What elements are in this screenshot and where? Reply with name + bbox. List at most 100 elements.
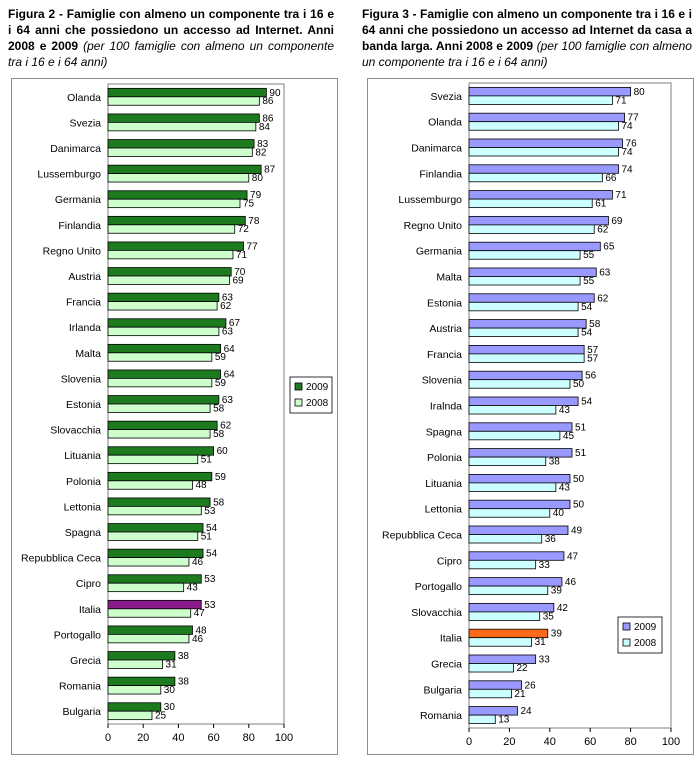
fig3-bar-2008 (468, 611, 541, 621)
figure-3-title-note: (per 100 famiglie con almeno un componen… (362, 39, 692, 69)
figure-2-title: Figura 2 - Famiglie con almeno un compon… (8, 6, 334, 70)
fig3-bar-2008 (468, 688, 512, 699)
fig3-category-label: Germania (416, 246, 462, 258)
fig3-data-label-2008: 50 (573, 379, 585, 390)
fig2-data-label-2008: 63 (222, 327, 234, 338)
fig2-data-label-2009: 67 (229, 318, 241, 329)
fig2-bar-2008 (107, 710, 153, 721)
fig2-x-tick-label: 0 (105, 732, 111, 744)
fig3-category-label: Francia (427, 349, 462, 361)
fig2-category-label: Repubblica Ceca (21, 553, 101, 565)
fig2-category-label: Malta (75, 348, 101, 360)
fig2-bar-2008 (107, 96, 260, 106)
fig3-data-label-2008: 74 (621, 147, 633, 158)
fig3-category-label: Polonia (427, 452, 462, 464)
fig3-data-label-2008: 43 (559, 482, 571, 493)
fig3-bar-2009 (468, 602, 555, 613)
fig3-data-label-2008: 54 (581, 328, 593, 339)
fig3-data-label-2009: 33 (539, 655, 551, 666)
fig3-category-label: Regno Unito (404, 220, 463, 232)
fig3-data-label-2008: 54 (581, 302, 593, 313)
fig2-bar-2008 (107, 377, 213, 388)
fig3-bar-2009 (468, 267, 597, 277)
fig3-bar-2008 (468, 95, 613, 105)
fig2-category-label: Lituania (64, 450, 101, 462)
fig3-bar-2009 (468, 138, 623, 148)
fig2-data-label-2009: 62 (220, 421, 232, 432)
fig2-data-label-2008: 82 (255, 147, 267, 158)
fig2-bar-2009 (107, 318, 227, 328)
fig2-data-label-2009: 60 (217, 446, 229, 457)
fig2-data-label-2008: 86 (262, 96, 274, 107)
fig3-legend-swatch-2009 (622, 622, 631, 631)
fig2-bar-2008 (107, 454, 199, 465)
fig2-x-tick-label: 20 (137, 732, 149, 744)
fig2-data-label-2008: 46 (192, 557, 204, 568)
fig2-bar-2008 (107, 480, 193, 490)
fig2-data-label-2008: 62 (220, 301, 232, 312)
fig2-data-label-2008: 84 (259, 122, 271, 133)
fig3-data-label-2009: 77 (628, 113, 640, 124)
fig3-bar-2008 (468, 147, 619, 157)
fig3-bar-2008 (468, 327, 579, 338)
fig2-data-label-2009: 87 (264, 165, 276, 176)
fig2-category-label: Lussemburgo (37, 169, 101, 181)
fig3-x-tick-label: 100 (662, 736, 680, 748)
fig3-data-label-2008: 22 (516, 663, 528, 674)
fig3-category-label: Svezia (430, 91, 462, 103)
fig2-category-label: Danimarca (50, 143, 101, 155)
fig2-data-label-2009: 63 (222, 395, 234, 406)
fig2-bar-2008 (107, 352, 213, 362)
fig2-bar-2008 (107, 608, 192, 618)
fig3-bar-2009 (468, 706, 518, 716)
fig3-category-label: Iralnda (430, 401, 462, 413)
fig3-bar-2008 (468, 301, 579, 312)
fig2-data-label-2009: 70 (234, 267, 246, 278)
fig3-category-label: Austria (429, 323, 462, 335)
fig3-bar-2008 (468, 534, 543, 544)
fig3-data-label-2008: 57 (587, 353, 599, 364)
fig2-bar-2008 (107, 173, 250, 183)
fig3-data-label-2008: 62 (597, 224, 609, 235)
fig3-bar-2008 (468, 172, 603, 183)
fig3-data-label-2009: 57 (587, 345, 599, 356)
fig2-bar-2008 (107, 531, 199, 541)
fig3-bar-2008 (468, 714, 496, 725)
fig3-bar-2009 (468, 370, 583, 381)
fig3-category-label: Romania (420, 710, 462, 722)
fig3-data-label-2009: 24 (520, 706, 532, 717)
fig2-data-label-2008: 48 (195, 480, 207, 491)
fig2-category-label: Finlandia (58, 220, 101, 232)
fig2-data-label-2009: 38 (178, 651, 190, 662)
fig2-category-label: Irlanda (69, 322, 101, 334)
fig2-data-label-2008: 25 (155, 711, 167, 722)
fig2-category-label: Cipro (76, 578, 101, 590)
fig3-data-label-2008: 45 (563, 431, 575, 442)
fig2-bar-2009 (107, 548, 204, 559)
fig3-data-label-2008: 31 (535, 637, 547, 648)
fig2-data-label-2009: 54 (206, 549, 218, 560)
fig2-data-label-2009: 64 (224, 344, 236, 355)
fig2-data-label-2008: 51 (201, 455, 213, 466)
fig2-bar-2009 (107, 497, 211, 507)
fig3-data-label-2009: 69 (611, 216, 623, 227)
fig2-bar-2009 (107, 599, 202, 610)
fig3-data-label-2009: 76 (626, 139, 638, 150)
fig3-bar-2009 (468, 241, 601, 252)
fig3-category-label: Danimarca (411, 143, 462, 155)
fig2-bar-2009 (107, 241, 244, 251)
fig3-data-label-2009: 62 (597, 293, 609, 304)
fig3-bar-2008 (468, 198, 593, 209)
fig2-data-label-2009: 86 (262, 113, 274, 124)
fig3-category-label: Portogallo (415, 581, 462, 593)
fig3-bar-2008 (468, 559, 537, 570)
fig3-bar-2009 (468, 422, 573, 432)
fig2-bar-2008 (107, 122, 257, 132)
fig2-data-label-2008: 53 (204, 506, 216, 517)
fig3-bar-2008 (468, 430, 561, 441)
fig3-bar-2008 (468, 663, 514, 673)
fig3-data-label-2009: 54 (581, 397, 593, 408)
fig3-data-label-2009: 65 (603, 242, 615, 253)
fig3-data-label-2008: 35 (543, 611, 555, 622)
